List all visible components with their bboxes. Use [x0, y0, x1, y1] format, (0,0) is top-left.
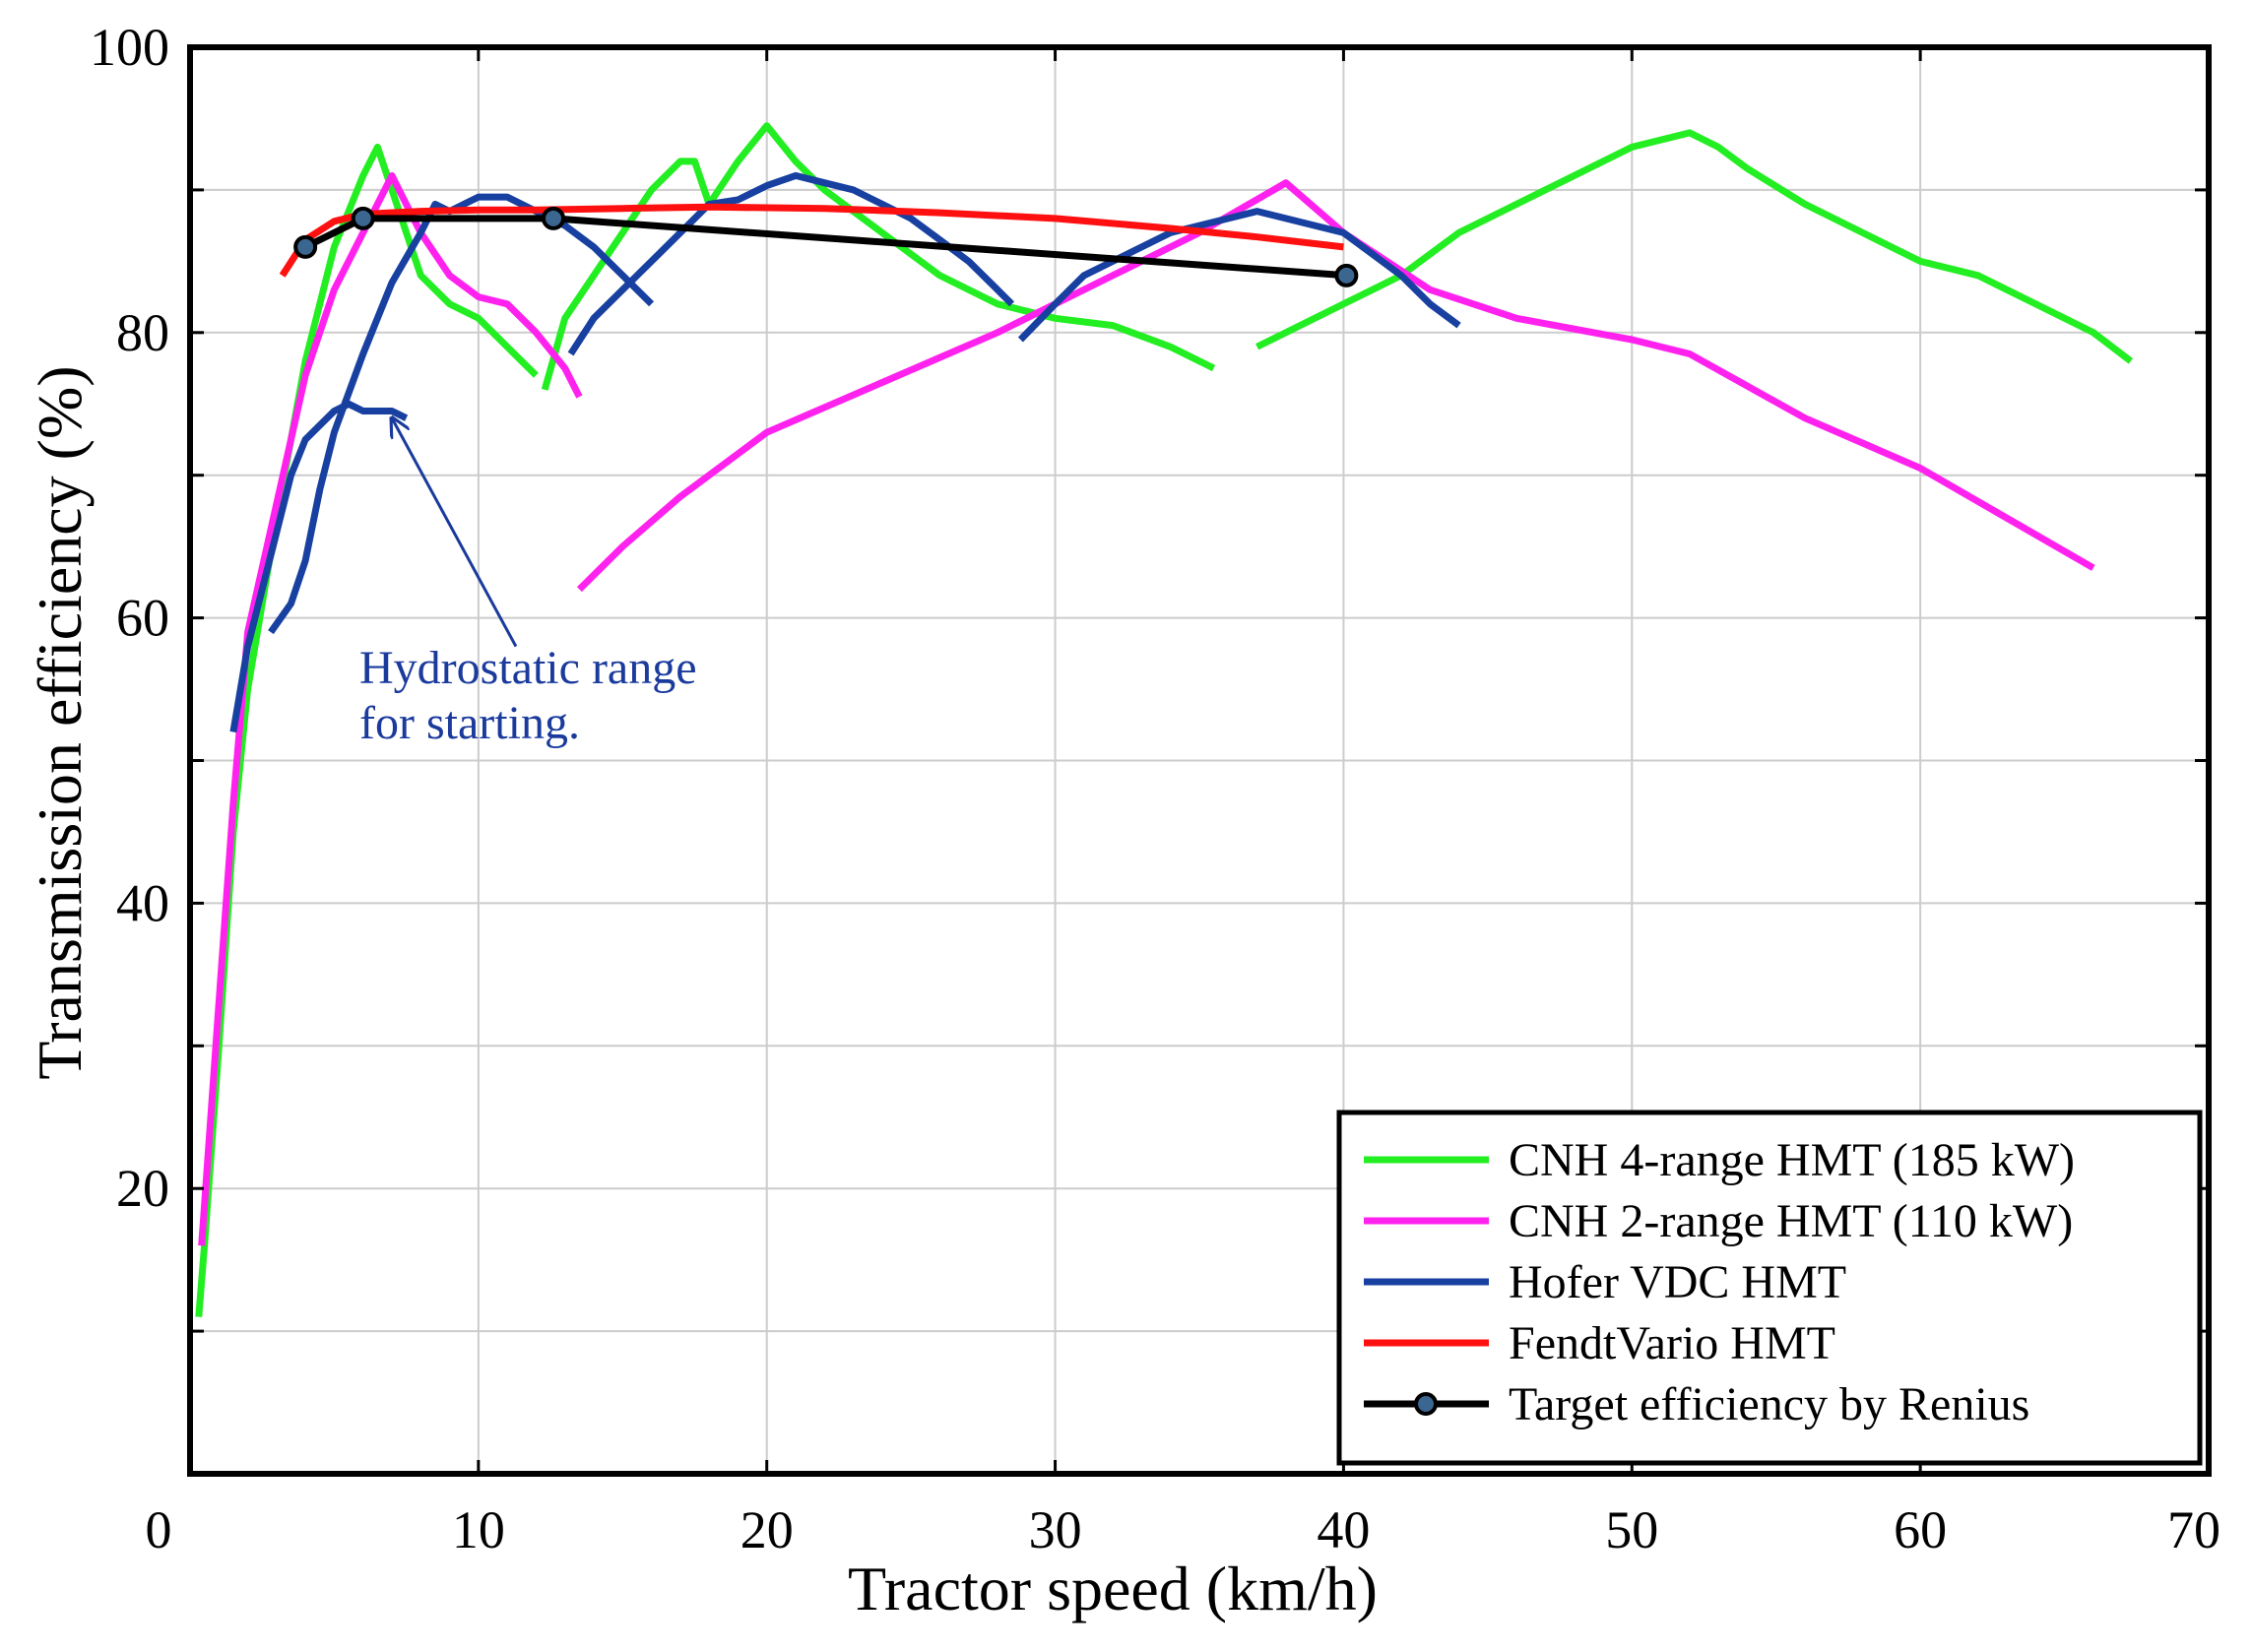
x-tick-label: 70 [2167, 1500, 2220, 1559]
x-tick-label: 0 [146, 1500, 172, 1559]
series-line [576, 179, 2095, 593]
tick-labels: 0 10 20 30 40 50 60 70 20 40 60 80 100 [90, 18, 2220, 1559]
y-tick-label: 40 [116, 873, 169, 932]
series-line [541, 122, 1216, 391]
y-tick-label: 80 [116, 303, 169, 362]
annotation-arrow [392, 418, 518, 648]
data-point [542, 206, 565, 230]
series-line [1255, 129, 2134, 364]
x-tick-label: 40 [1317, 1500, 1370, 1559]
series-line [303, 215, 1347, 280]
y-tick-label: 60 [116, 589, 169, 648]
legend-entry: Hofer VDC HMT [1364, 1256, 1846, 1308]
x-axis-title: Tractor speed (km/h) [848, 1554, 1378, 1623]
legend-entry: Target efficiency by Renius [1364, 1378, 2029, 1430]
series-group [195, 122, 2134, 1317]
legend-label: CNH 4-range HMT (185 kW) [1509, 1134, 2075, 1186]
legend-label: FendtVario HMT [1509, 1317, 1835, 1369]
y-tick-label: 100 [90, 18, 169, 77]
legend-entry: CNH 4-range HMT (185 kW) [1364, 1134, 2075, 1186]
legend: CNH 4-range HMT (185 kW) CNH 2-range HMT … [1336, 1110, 2203, 1466]
y-axis-title: Transmission efficiency (%) [25, 365, 95, 1079]
legend-label: CNH 2-range HMT (110 kW) [1509, 1195, 2073, 1247]
legend-label: Target efficiency by Renius [1509, 1378, 2029, 1430]
y-tick-label: 20 [116, 1159, 169, 1218]
data-point [293, 234, 318, 259]
series-4 [293, 206, 1359, 287]
annotation-text-line: Hydrostatic range [359, 642, 697, 694]
grid-lines [190, 47, 2209, 1474]
series-line [567, 171, 1015, 356]
legend-entry: CNH 2-range HMT (110 kW) [1364, 1195, 2073, 1247]
x-tick-label: 60 [1894, 1500, 1947, 1559]
annotation-text-line: for starting. [359, 697, 580, 749]
data-point [1334, 263, 1359, 287]
data-point [351, 206, 375, 230]
x-tick-label: 10 [452, 1500, 505, 1559]
series-line [279, 203, 1344, 278]
series-3 [279, 203, 1344, 278]
x-tick-label: 30 [1029, 1500, 1082, 1559]
x-tick-label: 50 [1605, 1500, 1658, 1559]
series-line [229, 400, 409, 733]
legend-entry: FendtVario HMT [1364, 1317, 1835, 1369]
legend-label: Hofer VDC HMT [1509, 1256, 1846, 1308]
legend-marker [1414, 1392, 1438, 1416]
x-tick-label: 20 [740, 1500, 794, 1559]
series-line [1017, 208, 1461, 343]
